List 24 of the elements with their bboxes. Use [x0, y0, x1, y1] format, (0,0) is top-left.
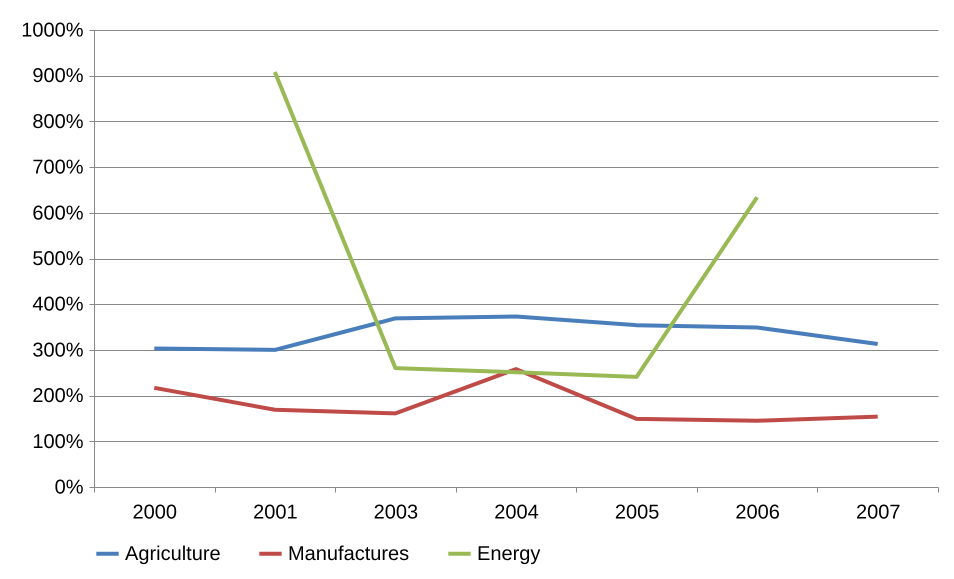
- x-tick-label: 2006: [735, 502, 780, 524]
- x-tick-label: 2000: [132, 502, 178, 524]
- y-tick-label: 100%: [32, 430, 84, 453]
- x-tick-label: 2003: [374, 502, 418, 524]
- y-tick-label: 200%: [32, 385, 84, 408]
- y-tick-label: 600%: [32, 202, 84, 224]
- y-tick-label: 400%: [32, 294, 84, 316]
- legend-label: Agriculture: [125, 542, 221, 565]
- y-tick-label: 900%: [32, 65, 84, 88]
- legend-label: Energy: [477, 542, 540, 565]
- x-tick-label: 2005: [614, 502, 660, 524]
- y-tick-label: 800%: [32, 110, 84, 133]
- x-tick-label: 2004: [494, 502, 539, 524]
- x-tick-label: 2007: [856, 502, 900, 524]
- line-series: [152, 314, 880, 352]
- y-tick-label: 0%: [54, 476, 84, 498]
- legend-label: Manufactures: [288, 542, 410, 565]
- line-series: [272, 70, 760, 379]
- x-tick-label: 2001: [253, 502, 298, 524]
- y-tick-label: 700%: [32, 156, 84, 179]
- y-tick-label: 500%: [32, 248, 84, 270]
- y-tick-label: 1000%: [21, 20, 84, 42]
- line-series: [152, 367, 880, 423]
- y-tick-label: 300%: [32, 339, 84, 362]
